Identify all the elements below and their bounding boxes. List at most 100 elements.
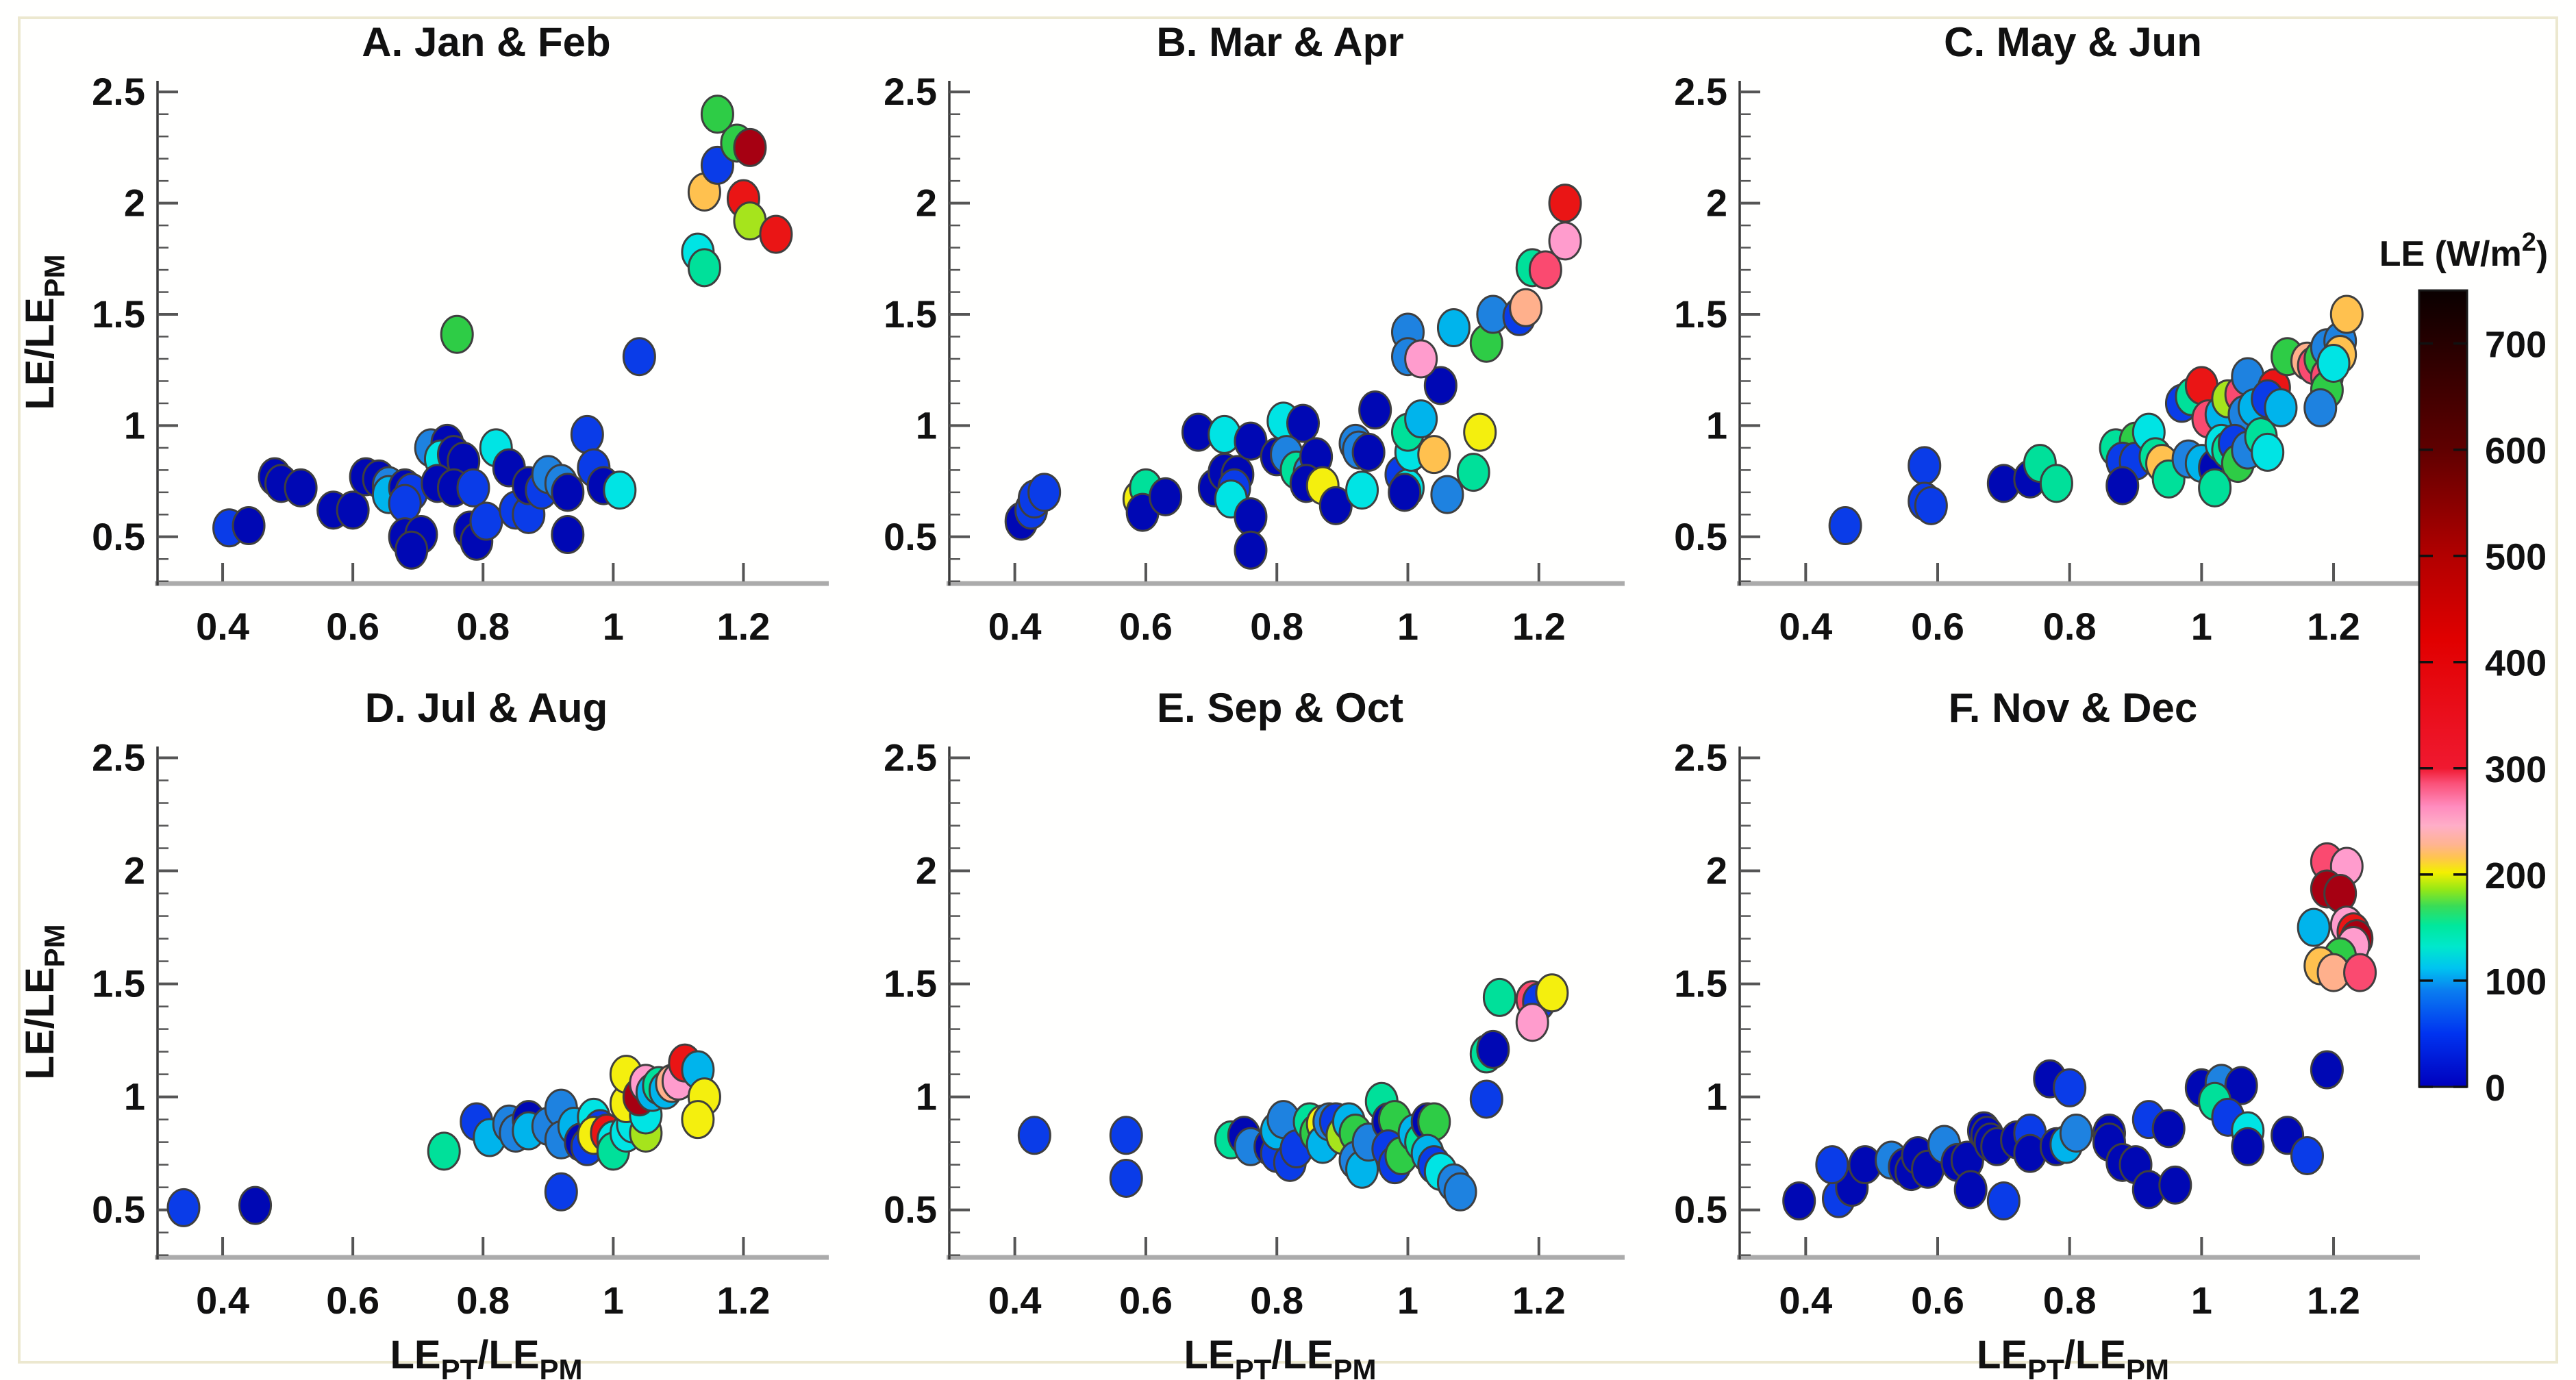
- data-point: [1109, 1158, 1143, 1198]
- label-part: ): [2536, 234, 2548, 274]
- data-point: [456, 468, 490, 507]
- x-tick-label: 1.2: [1512, 1279, 1566, 1322]
- data-point: [395, 530, 429, 570]
- data-point: [1469, 1079, 1503, 1119]
- label-part: /LE: [2064, 1333, 2126, 1377]
- panel-C: 0.5 1 1.5 2 2.5 0.4 0.6 0.8 1 1.2 C. May & Jun: [1674, 19, 2420, 648]
- data-point: [1318, 486, 1353, 525]
- x-tick-label: 0.6: [1911, 1279, 1964, 1322]
- data-point: [1404, 339, 1438, 379]
- panel-E: 0.5 1 1.5 2 2.5 0.4 0.6 0.8 1 1.2 E. Sep & Oct LEPT…: [884, 685, 1625, 1380]
- x-tick-label: 0.6: [1911, 605, 1964, 648]
- data-point: [2343, 953, 2377, 992]
- panel-title: A. Jan & Feb: [362, 19, 610, 65]
- data-point: [1351, 432, 1386, 472]
- data-point: [1436, 308, 1471, 348]
- colorbar-tick-label: 400: [2485, 643, 2547, 684]
- data-point: [336, 490, 370, 530]
- data-point: [2264, 388, 2298, 427]
- panel-D: 0.5 1 1.5 2 2.5 0.4 0.6 0.8 1 1.2 D. Jul & Aug LE/L…: [18, 685, 829, 1380]
- y-tick-label: 0.5: [884, 1188, 937, 1231]
- y-tick-label: 1.5: [92, 962, 145, 1005]
- data-point: [570, 414, 604, 454]
- x-tick-label: 0.6: [326, 1279, 379, 1322]
- x-tick-label: 0.8: [1250, 1279, 1303, 1322]
- data-point: [1286, 403, 1320, 443]
- data-point: [1430, 475, 1464, 514]
- data-point: [603, 471, 637, 510]
- label-part: PM: [1334, 1353, 1377, 1380]
- data-point: [1149, 477, 1183, 516]
- x-tick-label: 0.8: [456, 605, 510, 648]
- data-point: [1528, 250, 1562, 290]
- y-tick-label: 1.5: [884, 962, 937, 1005]
- colorbar-tick-label: 500: [2485, 537, 2547, 578]
- colorbar-label: LE (W/m2): [2379, 228, 2548, 274]
- data-point: [2231, 1127, 2265, 1166]
- data-point: [2151, 1109, 2186, 1149]
- colorbar-tick-label: 0: [2485, 1068, 2505, 1109]
- panel-title: F. Nov & Dec: [1949, 685, 2197, 731]
- data-point: [1456, 453, 1490, 492]
- panel-title: B. Mar & Apr: [1156, 19, 1403, 65]
- y-tick-label: 0.5: [92, 515, 145, 558]
- data-point: [1953, 1170, 1988, 1209]
- panel-B: 0.5 1 1.5 2 2.5 0.4 0.6 0.8 1 1.2 B. Mar & Apr: [884, 19, 1625, 648]
- label-part: PT: [1235, 1353, 1272, 1380]
- data-point: [2303, 388, 2338, 427]
- label-part: PM: [38, 924, 71, 967]
- data-point: [1388, 473, 1422, 512]
- data-point: [2198, 468, 2232, 507]
- colorbar-tick-label: 600: [2485, 431, 2547, 472]
- data-point: [166, 1188, 201, 1227]
- data-point: [2039, 464, 2073, 503]
- data-point: [2329, 294, 2364, 334]
- x-tick-label: 0.6: [1119, 605, 1173, 648]
- y-tick-label: 1: [124, 1075, 145, 1118]
- panel-title: E. Sep & Oct: [1157, 685, 1403, 731]
- y-tick-label: 1: [916, 403, 937, 447]
- data-point: [622, 337, 656, 377]
- data-point: [1986, 1181, 2021, 1220]
- x-tick-label: 1: [1397, 1279, 1418, 1322]
- label-part: 2: [2522, 228, 2536, 257]
- data-point: [1548, 184, 1582, 223]
- data-point: [700, 95, 734, 134]
- data-point: [1509, 288, 1543, 327]
- data-point: [440, 314, 474, 354]
- panel-A: 0.5 1 1.5 2 2.5 0.4 0.6 0.8 1 1.2 A. Jan & Feb LE/L…: [18, 19, 829, 648]
- data-point: [1535, 973, 1569, 1013]
- y-tick-label: 1.5: [92, 292, 145, 336]
- panel-title: C. May & Jun: [1944, 19, 2202, 65]
- data-point: [2105, 466, 2140, 505]
- x-tick-label: 1: [603, 1279, 624, 1322]
- data-point: [1482, 977, 1516, 1017]
- data-point: [1782, 1181, 1816, 1220]
- data-point: [1404, 399, 1438, 439]
- data-point: [1476, 1029, 1510, 1069]
- y-tick-label: 2.5: [1674, 70, 1727, 113]
- x-tick-label: 0.8: [2043, 605, 2097, 648]
- y-tick-label: 1: [916, 1075, 937, 1118]
- label-part: /LE: [477, 1333, 539, 1377]
- data-point: [1463, 412, 1497, 452]
- y-tick-label: 2: [916, 181, 937, 225]
- data-point: [1515, 1003, 1549, 1042]
- label-part: LE (W/m: [2379, 234, 2522, 274]
- x-tick-label: 0.4: [196, 1279, 249, 1322]
- data-point: [1423, 366, 1458, 405]
- x-tick-label: 0.6: [1119, 1279, 1173, 1322]
- data-point: [2316, 343, 2351, 383]
- data-point: [2224, 1066, 2258, 1105]
- y-tick-label: 0.5: [1674, 515, 1727, 558]
- x-tick-label: 1: [2191, 1279, 2212, 1322]
- data-point: [1358, 390, 1392, 430]
- colorbar-tick-label: 200: [2485, 855, 2547, 896]
- x-tick-label: 1: [2191, 605, 2212, 648]
- x-tick-label: 0.6: [326, 605, 379, 648]
- x-tick-label: 1.2: [717, 605, 771, 648]
- y-tick-label: 1: [1706, 403, 1727, 447]
- x-tick-label: 0.4: [988, 1279, 1042, 1322]
